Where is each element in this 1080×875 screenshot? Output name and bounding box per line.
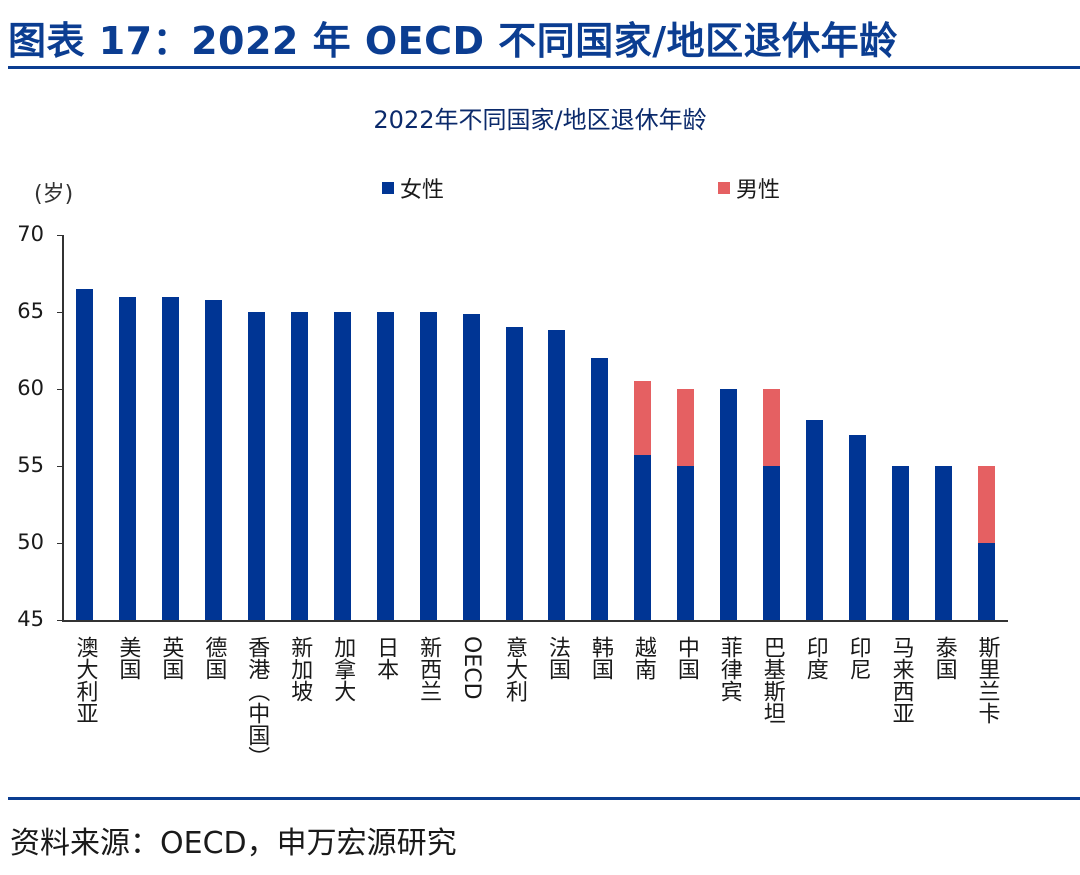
legend-item-male: 男性: [718, 172, 780, 204]
bar-female: [849, 435, 867, 620]
x-tick-label: 新加坡: [287, 636, 313, 702]
y-tick-label: 60: [17, 376, 44, 400]
bar-male: [634, 381, 652, 456]
bar-female: [677, 466, 695, 620]
x-tick-label: 中国: [673, 636, 699, 680]
x-tick-label: 美国: [115, 636, 141, 680]
bar-female: [634, 455, 652, 620]
y-tick-label: 55: [17, 453, 44, 477]
x-tick-label: 日本: [373, 636, 399, 680]
bar-female: [462, 313, 480, 620]
x-tick-label: 印尼: [845, 636, 871, 680]
x-tick-label: 英国: [158, 636, 184, 680]
x-tick-label: 印度: [802, 636, 828, 680]
y-tick-mark: [57, 312, 63, 313]
legend-label-female: 女性: [400, 178, 445, 203]
x-tick-label: 法国: [544, 636, 570, 680]
bar-male: [978, 466, 996, 543]
x-tick-label: 斯里兰卡: [974, 636, 1000, 724]
bar-female: [892, 466, 910, 620]
y-axis: [62, 235, 64, 621]
bar-female: [720, 389, 738, 620]
x-tick-label: 巴基斯坦: [759, 636, 785, 724]
y-tick-label: 65: [17, 299, 44, 323]
x-tick-label: 越南: [630, 636, 656, 680]
legend-item-female: 女性: [382, 172, 444, 204]
bar-female: [591, 358, 609, 620]
y-tick-mark: [57, 620, 63, 621]
bar-female: [548, 330, 566, 620]
x-tick-label: 香港（中国）: [244, 636, 270, 768]
x-tick-label: 加拿大: [330, 636, 356, 702]
x-axis: [62, 620, 1008, 622]
bar-female: [806, 419, 824, 620]
y-tick-mark: [57, 235, 63, 236]
x-tick-label: 澳大利亚: [72, 636, 98, 724]
title-rule: [8, 66, 1080, 69]
legend-swatch-male: [718, 182, 730, 194]
bar-female: [505, 327, 523, 620]
x-tick-label: OECD: [459, 636, 485, 700]
bar-female: [419, 312, 437, 620]
x-tick-label: 新西兰: [416, 636, 442, 702]
bar-female: [204, 299, 222, 620]
y-axis-unit: (岁): [34, 182, 74, 207]
figure-title: 图表 17：2022 年 OECD 不同国家/地区退休年龄: [8, 19, 898, 63]
source-note: 资料来源：OECD，申万宏源研究: [10, 826, 457, 861]
x-tick-label: 意大利: [502, 636, 528, 702]
y-tick-mark: [57, 543, 63, 544]
bar-male: [763, 389, 781, 466]
bar-female: [290, 312, 308, 620]
y-tick-mark: [57, 389, 63, 390]
bar-female: [935, 466, 953, 620]
bar-female: [978, 543, 996, 620]
x-tick-label: 德国: [201, 636, 227, 680]
bar-male: [677, 389, 695, 466]
x-tick-label: 韩国: [587, 636, 613, 680]
y-tick-label: 45: [17, 607, 44, 631]
bar-female: [376, 312, 394, 620]
footer-rule: [8, 797, 1080, 800]
x-tick-label: 马来西亚: [888, 636, 914, 724]
bar-female: [75, 288, 93, 620]
y-tick-mark: [57, 466, 63, 467]
x-tick-label: 泰国: [931, 636, 957, 680]
bar-female: [247, 312, 265, 620]
legend-label-male: 男性: [736, 178, 781, 203]
legend-swatch-female: [382, 182, 394, 194]
y-tick-label: 70: [17, 222, 44, 246]
bar-female: [333, 312, 351, 620]
bar-female: [763, 466, 781, 620]
y-tick-label: 50: [17, 530, 44, 554]
bar-female: [161, 296, 179, 620]
chart-title: 2022年不同国家/地区退休年龄: [373, 106, 707, 134]
x-tick-label: 菲律宾: [716, 636, 742, 702]
bar-female: [118, 296, 136, 620]
